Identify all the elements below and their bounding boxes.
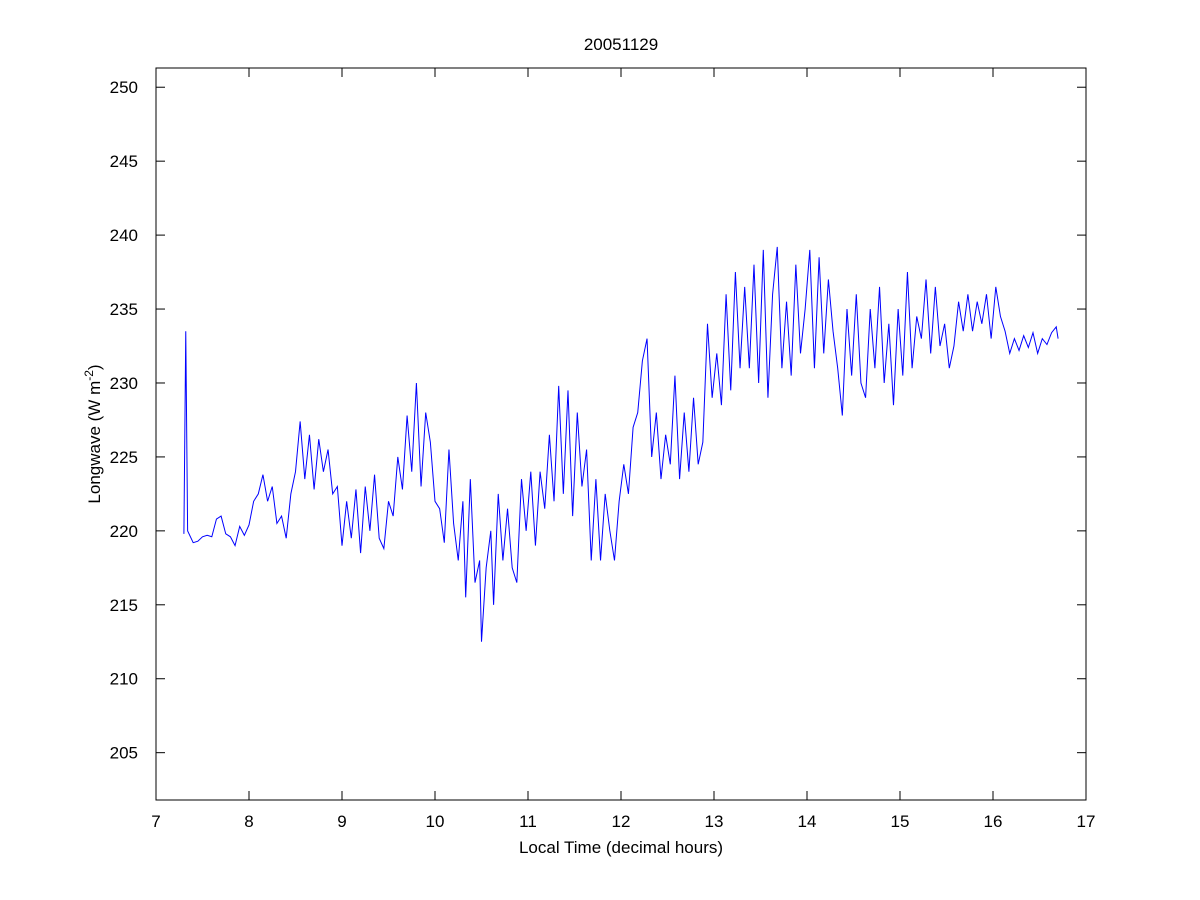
plot-frame [155,67,1087,801]
x-tick-label: 10 [426,812,445,831]
x-tick-label: 9 [337,812,346,831]
y-tick-label: 210 [110,670,138,689]
y-tick-label: 220 [110,522,138,541]
x-tick-label: 7 [151,812,160,831]
y-tick-label: 230 [110,374,138,393]
x-tick-label: 8 [244,812,253,831]
x-tick-label: 12 [612,812,631,831]
y-tick-label: 245 [110,152,138,171]
x-tick-label: 17 [1077,812,1096,831]
y-tick-label: 235 [110,300,138,319]
y-tick-label: 240 [110,226,138,245]
y-label-sup: -2 [82,370,96,381]
y-tick-label: 215 [110,596,138,615]
x-axis-label: Local Time (decimal hours) [519,838,723,857]
x-tick-label: 14 [798,812,817,831]
y-tick-label: 250 [110,78,138,97]
data-line [183,246,1059,642]
y-tick-label: 225 [110,448,138,467]
x-tick-label: 16 [984,812,1003,831]
y-label-end: ) [85,364,104,370]
y-axis-label: Longwave (W m-2) [82,364,104,503]
x-tick-label: 13 [705,812,724,831]
x-tick-label: 15 [891,812,910,831]
x-tick-label: 11 [519,812,537,831]
y-tick-label: 205 [110,744,138,763]
y-label-text: Longwave (W m [85,381,104,504]
chart-title: 20051129 [584,35,658,54]
